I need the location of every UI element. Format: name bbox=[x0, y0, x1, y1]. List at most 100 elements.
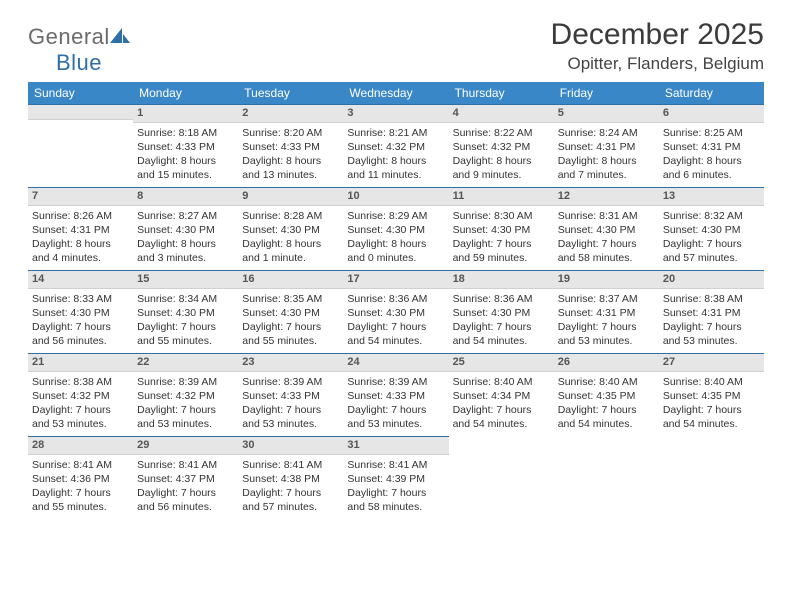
day-sunset: Sunset: 4:33 PM bbox=[347, 389, 444, 403]
day-sunrise: Sunrise: 8:27 AM bbox=[137, 209, 234, 223]
day-sunrise: Sunrise: 8:22 AM bbox=[453, 126, 550, 140]
calendar-day-cell: 16Sunrise: 8:35 AMSunset: 4:30 PMDayligh… bbox=[238, 271, 343, 354]
header-row: General Blue December 2025 Opitter, Flan… bbox=[28, 18, 764, 76]
calendar-table: Sunday Monday Tuesday Wednesday Thursday… bbox=[28, 82, 764, 520]
day-sunset: Sunset: 4:31 PM bbox=[558, 306, 655, 320]
day-sunset: Sunset: 4:38 PM bbox=[242, 472, 339, 486]
day-content: Sunrise: 8:27 AMSunset: 4:30 PMDaylight:… bbox=[133, 206, 238, 268]
day-content: Sunrise: 8:41 AMSunset: 4:38 PMDaylight:… bbox=[238, 455, 343, 517]
day-content: Sunrise: 8:22 AMSunset: 4:32 PMDaylight:… bbox=[449, 123, 554, 185]
day-sunset: Sunset: 4:35 PM bbox=[663, 389, 760, 403]
calendar-day-cell: 6Sunrise: 8:25 AMSunset: 4:31 PMDaylight… bbox=[659, 105, 764, 188]
day-number: 20 bbox=[659, 271, 764, 289]
day-sunset: Sunset: 4:30 PM bbox=[242, 223, 339, 237]
day-sunset: Sunset: 4:30 PM bbox=[32, 306, 129, 320]
day-number: 31 bbox=[343, 437, 448, 455]
day-content: Sunrise: 8:39 AMSunset: 4:33 PMDaylight:… bbox=[238, 372, 343, 434]
day-sunrise: Sunrise: 8:33 AM bbox=[32, 292, 129, 306]
day-day1: Daylight: 7 hours bbox=[137, 403, 234, 417]
day-number: 30 bbox=[238, 437, 343, 455]
day-day2: and 7 minutes. bbox=[558, 168, 655, 182]
day-day1: Daylight: 8 hours bbox=[347, 154, 444, 168]
day-day1: Daylight: 8 hours bbox=[347, 237, 444, 251]
day-sunrise: Sunrise: 8:36 AM bbox=[347, 292, 444, 306]
calendar-day-cell: 27Sunrise: 8:40 AMSunset: 4:35 PMDayligh… bbox=[659, 354, 764, 437]
day-day2: and 15 minutes. bbox=[137, 168, 234, 182]
day-day2: and 58 minutes. bbox=[347, 500, 444, 514]
day-day1: Daylight: 7 hours bbox=[32, 403, 129, 417]
day-number: 9 bbox=[238, 188, 343, 206]
day-day1: Daylight: 8 hours bbox=[32, 237, 129, 251]
day-sunset: Sunset: 4:32 PM bbox=[32, 389, 129, 403]
calendar-week-row: 21Sunrise: 8:38 AMSunset: 4:32 PMDayligh… bbox=[28, 354, 764, 437]
day-content: Sunrise: 8:36 AMSunset: 4:30 PMDaylight:… bbox=[449, 289, 554, 351]
day-sunset: Sunset: 4:33 PM bbox=[242, 389, 339, 403]
empty-day-header bbox=[28, 105, 133, 120]
day-sunset: Sunset: 4:30 PM bbox=[453, 306, 550, 320]
calendar-day-cell: 13Sunrise: 8:32 AMSunset: 4:30 PMDayligh… bbox=[659, 188, 764, 271]
day-content: Sunrise: 8:21 AMSunset: 4:32 PMDaylight:… bbox=[343, 123, 448, 185]
day-day2: and 55 minutes. bbox=[242, 334, 339, 348]
calendar-day-cell: 22Sunrise: 8:39 AMSunset: 4:32 PMDayligh… bbox=[133, 354, 238, 437]
day-day2: and 54 minutes. bbox=[347, 334, 444, 348]
day-number: 12 bbox=[554, 188, 659, 206]
day-day2: and 53 minutes. bbox=[242, 417, 339, 431]
day-content: Sunrise: 8:41 AMSunset: 4:37 PMDaylight:… bbox=[133, 455, 238, 517]
day-day1: Daylight: 8 hours bbox=[663, 154, 760, 168]
day-day2: and 9 minutes. bbox=[453, 168, 550, 182]
calendar-day-cell bbox=[659, 437, 764, 520]
day-day1: Daylight: 7 hours bbox=[242, 486, 339, 500]
calendar-day-cell bbox=[28, 105, 133, 188]
day-day2: and 53 minutes. bbox=[32, 417, 129, 431]
calendar-day-cell: 31Sunrise: 8:41 AMSunset: 4:39 PMDayligh… bbox=[343, 437, 448, 520]
day-content: Sunrise: 8:20 AMSunset: 4:33 PMDaylight:… bbox=[238, 123, 343, 185]
location-text: Opitter, Flanders, Belgium bbox=[551, 54, 764, 74]
day-sunrise: Sunrise: 8:41 AM bbox=[347, 458, 444, 472]
day-number: 26 bbox=[554, 354, 659, 372]
calendar-day-cell: 8Sunrise: 8:27 AMSunset: 4:30 PMDaylight… bbox=[133, 188, 238, 271]
calendar-day-cell: 5Sunrise: 8:24 AMSunset: 4:31 PMDaylight… bbox=[554, 105, 659, 188]
day-content: Sunrise: 8:39 AMSunset: 4:32 PMDaylight:… bbox=[133, 372, 238, 434]
day-day2: and 1 minute. bbox=[242, 251, 339, 265]
day-content: Sunrise: 8:31 AMSunset: 4:30 PMDaylight:… bbox=[554, 206, 659, 268]
day-sunrise: Sunrise: 8:25 AM bbox=[663, 126, 760, 140]
day-day2: and 11 minutes. bbox=[347, 168, 444, 182]
day-number: 4 bbox=[449, 105, 554, 123]
calendar-week-row: 28Sunrise: 8:41 AMSunset: 4:36 PMDayligh… bbox=[28, 437, 764, 520]
day-content: Sunrise: 8:26 AMSunset: 4:31 PMDaylight:… bbox=[28, 206, 133, 268]
calendar-day-cell: 1Sunrise: 8:18 AMSunset: 4:33 PMDaylight… bbox=[133, 105, 238, 188]
day-day1: Daylight: 8 hours bbox=[242, 154, 339, 168]
calendar-week-row: 14Sunrise: 8:33 AMSunset: 4:30 PMDayligh… bbox=[28, 271, 764, 354]
day-sunrise: Sunrise: 8:29 AM bbox=[347, 209, 444, 223]
day-day1: Daylight: 7 hours bbox=[32, 320, 129, 334]
day-content: Sunrise: 8:30 AMSunset: 4:30 PMDaylight:… bbox=[449, 206, 554, 268]
day-number: 17 bbox=[343, 271, 448, 289]
day-sunset: Sunset: 4:30 PM bbox=[558, 223, 655, 237]
day-content: Sunrise: 8:38 AMSunset: 4:31 PMDaylight:… bbox=[659, 289, 764, 351]
day-day2: and 57 minutes. bbox=[663, 251, 760, 265]
day-number: 29 bbox=[133, 437, 238, 455]
day-day1: Daylight: 7 hours bbox=[558, 237, 655, 251]
day-content: Sunrise: 8:28 AMSunset: 4:30 PMDaylight:… bbox=[238, 206, 343, 268]
calendar-day-cell: 20Sunrise: 8:38 AMSunset: 4:31 PMDayligh… bbox=[659, 271, 764, 354]
day-day2: and 58 minutes. bbox=[558, 251, 655, 265]
calendar-week-row: 1Sunrise: 8:18 AMSunset: 4:33 PMDaylight… bbox=[28, 105, 764, 188]
day-day1: Daylight: 7 hours bbox=[137, 320, 234, 334]
day-sunrise: Sunrise: 8:36 AM bbox=[453, 292, 550, 306]
weekday-header: Tuesday bbox=[238, 82, 343, 105]
day-sunset: Sunset: 4:31 PM bbox=[663, 140, 760, 154]
day-number: 5 bbox=[554, 105, 659, 123]
day-day2: and 4 minutes. bbox=[32, 251, 129, 265]
day-day1: Daylight: 7 hours bbox=[558, 320, 655, 334]
day-content: Sunrise: 8:41 AMSunset: 4:36 PMDaylight:… bbox=[28, 455, 133, 517]
day-sunset: Sunset: 4:34 PM bbox=[453, 389, 550, 403]
day-sunset: Sunset: 4:30 PM bbox=[137, 223, 234, 237]
calendar-day-cell: 21Sunrise: 8:38 AMSunset: 4:32 PMDayligh… bbox=[28, 354, 133, 437]
calendar-day-cell bbox=[554, 437, 659, 520]
day-sunrise: Sunrise: 8:39 AM bbox=[347, 375, 444, 389]
weekday-header: Wednesday bbox=[343, 82, 448, 105]
day-day2: and 56 minutes. bbox=[137, 500, 234, 514]
day-sunrise: Sunrise: 8:40 AM bbox=[558, 375, 655, 389]
day-day1: Daylight: 7 hours bbox=[453, 320, 550, 334]
day-number: 3 bbox=[343, 105, 448, 123]
